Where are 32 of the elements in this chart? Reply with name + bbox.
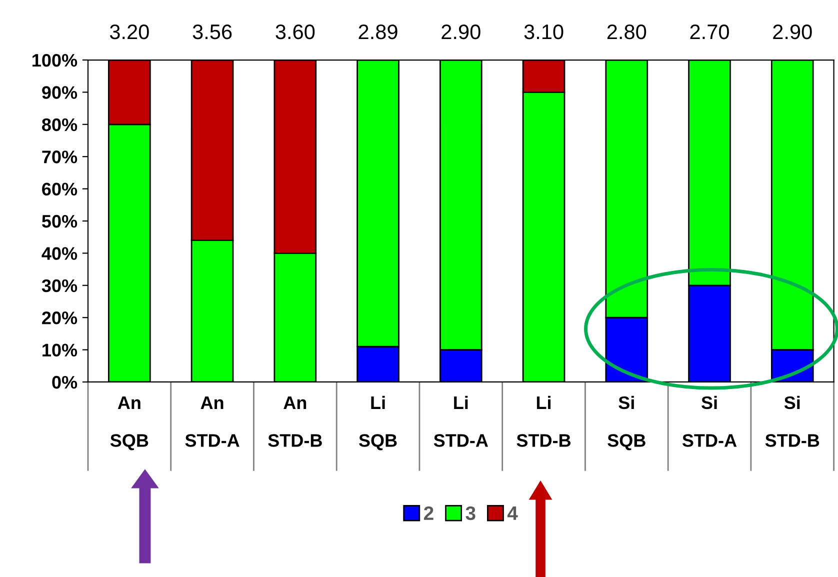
annotation: 3.20	[110, 24, 149, 40]
annotation: 2.89	[358, 24, 398, 40]
category-label: Li STD-B	[516, 396, 571, 447]
annotation: 2.90	[773, 24, 812, 40]
annotation: 2.90	[442, 24, 480, 40]
y-tick-label: 40%	[42, 247, 78, 260]
annotation: 3.60	[276, 24, 315, 40]
category-label: An SQB	[110, 396, 148, 450]
y-tick-label: 100%	[32, 54, 78, 67]
category-label: An STD-A	[185, 396, 240, 447]
category-label: Si STD-B	[765, 396, 820, 447]
annotation: 3.56	[192, 24, 232, 40]
y-tick-label: 10%	[42, 344, 78, 356]
category-label: An STD-B	[268, 396, 322, 447]
y-tick-label: 30%	[42, 279, 78, 292]
y-tick-label: 0%	[52, 376, 78, 389]
y-tick-label: 20%	[42, 312, 78, 324]
legend-label: 3	[466, 506, 476, 520]
y-tick-label: 50%	[42, 214, 78, 228]
category-label: Si SQB	[608, 396, 646, 450]
legend-label: 2	[424, 506, 434, 520]
annotation: 2.80	[607, 24, 646, 40]
y-tick-label: 70%	[42, 150, 78, 164]
y-tick-label: 80%	[42, 118, 78, 132]
y-tick-label: 90%	[42, 86, 78, 99]
category-label: Li SQB	[358, 396, 397, 450]
annotation: 2.70	[690, 24, 729, 40]
annotation: 3.10	[524, 24, 564, 40]
legend-label: 4	[507, 506, 518, 520]
category-label: Li STD-A	[434, 396, 488, 447]
y-tick-label: 60%	[42, 182, 78, 196]
category-label: Si STD-A	[682, 396, 737, 447]
